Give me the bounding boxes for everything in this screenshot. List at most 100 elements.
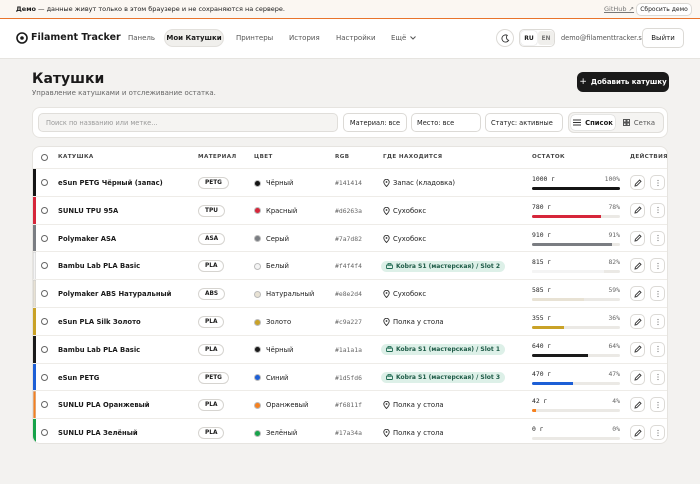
more-button[interactable] (650, 175, 665, 190)
table-row: Bambu Lab PLA Basic PLA Белый #f4f4f4 Kobra … (33, 251, 667, 281)
select-all-checkbox[interactable] (41, 154, 48, 161)
row-checkbox[interactable] (41, 318, 48, 325)
rgb-code: #c9a227 (335, 318, 362, 326)
material-badge: PLA (198, 427, 225, 440)
row-checkbox[interactable] (41, 373, 48, 381)
more-button[interactable] (650, 397, 665, 413)
material-cell: PETG (198, 364, 229, 392)
edit-button[interactable] (630, 314, 645, 329)
language-option[interactable]: EN (538, 31, 554, 45)
search-input[interactable]: Поиск по названию или метке... (38, 113, 338, 132)
view-option[interactable]: Список (571, 115, 615, 130)
edit-button[interactable] (630, 286, 645, 302)
spool-name[interactable]: Polymaker ABS Натуральный (58, 290, 172, 299)
column-header: КАТУШКА (58, 154, 94, 160)
spool-name[interactable]: eSun PETG Чёрный (запас) (58, 179, 163, 187)
nav-item[interactable]: Панель (128, 34, 156, 42)
spool-name[interactable]: SUNLU PLA Оранжевый (58, 401, 150, 410)
color-cell: Натуральный (254, 280, 314, 308)
remaining-percent: 36% (608, 314, 620, 322)
more-button[interactable] (650, 425, 665, 441)
printer-icon (386, 346, 393, 353)
banner-label: Демо (16, 5, 36, 13)
material-cell: PLA (198, 308, 225, 336)
remaining-percent: 47% (608, 369, 620, 378)
progress-fill (532, 187, 620, 190)
more-button[interactable] (650, 202, 665, 218)
nav-item[interactable]: Мои Катушки (164, 29, 224, 47)
row-color-stripe (33, 308, 36, 336)
more-button[interactable] (650, 286, 665, 302)
column-header: ЦВЕТ (254, 154, 273, 160)
edit-button[interactable] (630, 202, 645, 218)
page-title: Катушки (32, 71, 105, 87)
spool-name[interactable]: eSun PLA Silk Золото (58, 318, 141, 326)
spool-name[interactable]: Bambu Lab PLA Basic (58, 345, 141, 354)
spool-name[interactable]: Bambu Lab PLA Basic (58, 262, 141, 271)
spool-name[interactable]: SUNLU TPU 95A (58, 206, 119, 215)
more-button[interactable] (650, 369, 665, 385)
more-button[interactable] (650, 341, 665, 357)
row-checkbox[interactable] (41, 345, 48, 353)
progress-fill (532, 381, 574, 385)
edit-button[interactable] (630, 258, 645, 274)
edit-button[interactable] (630, 341, 645, 357)
rgb-code: #e8e2d4 (335, 290, 362, 299)
spool-name[interactable]: Polymaker ASA (58, 234, 117, 243)
location-filter[interactable]: Место: все (411, 113, 481, 132)
edit-button[interactable] (630, 425, 645, 441)
material-filter[interactable]: Материал: все (343, 113, 407, 132)
row-checkbox[interactable] (41, 234, 48, 242)
language-option[interactable]: RU (521, 31, 537, 45)
location-name: Полка у стола (393, 318, 444, 326)
material-badge: PLA (198, 316, 225, 328)
nav-item[interactable]: История (289, 34, 320, 42)
printer-badge[interactable]: Kobra S1 (мастерская) / Slot 2 (381, 260, 506, 272)
spool-name[interactable]: SUNLU PLA Зелёный (58, 429, 138, 438)
remaining-weight: 42 г (532, 397, 548, 406)
rgb-code: #d6263a (335, 206, 362, 215)
nav-item[interactable]: Принтеры (236, 34, 274, 42)
color-swatch (254, 346, 261, 354)
progress-track (532, 409, 620, 413)
more-button[interactable] (650, 230, 665, 246)
reset-demo-button[interactable]: Сбросить демо (636, 3, 692, 16)
printer-badge[interactable]: Kobra S1 (мастерская) / Slot 1 (381, 344, 506, 356)
table-row: eSun PLA Silk Золото PLA Золото #c9a227 Полк… (33, 307, 667, 336)
row-color-stripe (33, 363, 36, 392)
theme-toggle[interactable] (496, 29, 514, 47)
color-swatch (254, 207, 261, 215)
more-button[interactable] (650, 258, 665, 274)
view-option[interactable]: Сетка (617, 115, 661, 130)
row-checkbox[interactable] (41, 179, 48, 186)
github-link[interactable]: GitHub ↗ (604, 5, 635, 13)
logout-button[interactable]: Выйти (642, 28, 684, 48)
nav-item[interactable]: Ещё (391, 29, 417, 47)
row-color-stripe (33, 280, 36, 309)
nav-item[interactable]: Настройки (336, 34, 376, 42)
material-cell: ABS (198, 280, 226, 308)
remaining-weight: 910 г (532, 230, 552, 239)
column-header: ГДЕ НАХОДИТСЯ (383, 154, 443, 160)
status-filter[interactable]: Статус: активные (485, 113, 563, 132)
rgb-code: #17a34a (335, 429, 362, 438)
row-color-stripe (33, 224, 36, 253)
location-cell: Kobra S1 (мастерская) / Slot 3 (381, 364, 506, 392)
location-name: Сухобокс (393, 234, 427, 243)
spool-name[interactable]: eSun PETG (58, 373, 100, 382)
row-checkbox[interactable] (41, 429, 48, 437)
remaining-weight: 355 г (532, 314, 552, 322)
row-checkbox[interactable] (41, 401, 48, 409)
row-color-stripe (33, 419, 36, 443)
row-checkbox[interactable] (41, 262, 48, 270)
add-spool-button[interactable]: + Добавить катушку (577, 72, 669, 92)
printer-badge[interactable]: Kobra S1 (мастерская) / Slot 3 (381, 372, 506, 384)
edit-button[interactable] (630, 230, 645, 246)
edit-button[interactable] (630, 369, 645, 385)
row-checkbox[interactable] (41, 290, 48, 298)
edit-button[interactable] (630, 397, 645, 413)
brand[interactable]: Filament Tracker (31, 32, 121, 43)
more-button[interactable] (650, 314, 665, 329)
row-checkbox[interactable] (41, 206, 48, 214)
edit-button[interactable] (630, 175, 645, 190)
